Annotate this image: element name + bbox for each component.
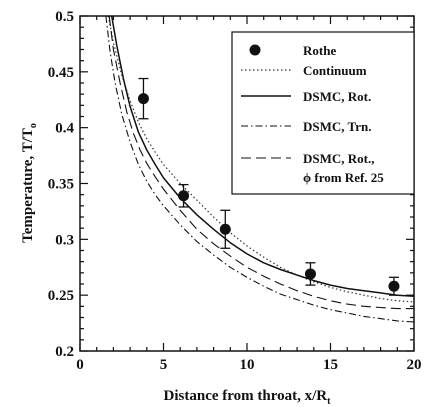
legend-dsmc-rot-label: DSMC, Rot. <box>303 89 371 104</box>
x-tick-label: 15 <box>323 357 338 373</box>
y-tick-label: 0.2 <box>55 344 74 360</box>
legend-dsmc-rot-ref-label-1: DSMC, Rot., <box>303 151 375 166</box>
legend-continuum-label: Continuum <box>303 63 367 78</box>
y-tick-label: 0.3 <box>55 232 74 248</box>
y-tick-label: 0.5 <box>55 9 74 25</box>
y-tick-label: 0.25 <box>48 288 74 304</box>
x-tick-label: 0 <box>76 357 84 373</box>
x-tick-label: 20 <box>407 357 422 373</box>
x-axis-title: Distance from throat, x/Rt <box>164 388 332 407</box>
legend-rothe-label: Rothe <box>303 43 336 58</box>
y-axis-title: Temperature, T/To <box>20 123 39 243</box>
rothe-point <box>388 280 400 292</box>
plot-lines <box>105 16 414 323</box>
x-axis-title-subscript: t <box>327 396 331 407</box>
y-axis-title-text: Temperature, T/T <box>20 128 36 243</box>
y-axis-title-subscript: o <box>28 123 39 128</box>
rothe-point <box>137 93 149 105</box>
dsmc-trn-line <box>105 16 414 323</box>
tick-labels: 0 5 10 15 20 0.2 0.25 0.3 0.35 0.4 0.45 0.5 <box>48 9 422 373</box>
x-tick-label: 10 <box>240 357 255 373</box>
dsmc-rot-line <box>110 16 414 298</box>
y-tick-label: 0.45 <box>48 65 74 81</box>
y-tick-label: 0.4 <box>55 121 74 137</box>
legend-dsmc-trn-label: DSMC, Trn. <box>303 119 372 134</box>
continuum-line <box>107 16 414 303</box>
legend-dsmc-rot-ref-label-2: ϕ from Ref. 25 <box>303 170 384 185</box>
dsmc-rot-ref-line <box>108 16 414 310</box>
y-tick-label: 0.35 <box>48 177 74 193</box>
rothe-point <box>219 223 231 235</box>
rothe-point <box>178 190 190 202</box>
legend-box <box>231 31 415 195</box>
legend: Rothe Continuum DSMC, Rot. DSMC, Trn. DS… <box>231 31 415 195</box>
rothe-points <box>137 77 400 296</box>
x-axis-title-text: Distance from throat, x/R <box>164 388 328 404</box>
legend-rothe-marker <box>249 44 261 56</box>
axis-ticks <box>79 15 415 352</box>
x-tick-label: 5 <box>160 357 168 373</box>
rothe-point <box>304 268 316 280</box>
